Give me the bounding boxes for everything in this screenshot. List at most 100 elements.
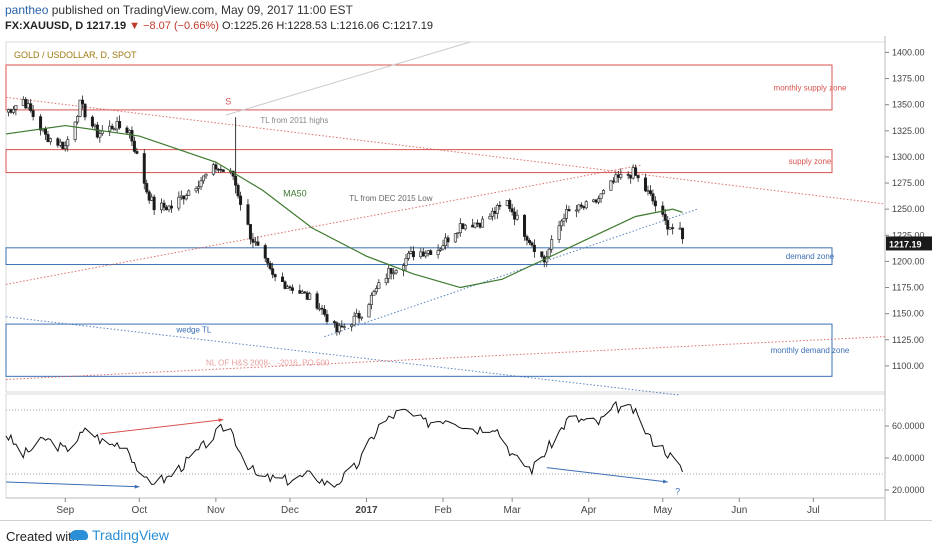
candle-body xyxy=(177,196,181,209)
tradingview-brand: TradingView xyxy=(92,527,170,543)
candle-body xyxy=(184,195,188,200)
candle-body xyxy=(525,236,529,241)
candle-body xyxy=(320,307,324,310)
candle-body xyxy=(394,270,398,274)
price-tick-label: 1125.00 xyxy=(892,335,924,345)
candle-body xyxy=(594,199,598,203)
candle-body xyxy=(303,291,307,294)
candle-body xyxy=(342,326,346,328)
candle-body xyxy=(513,211,517,220)
candle-body xyxy=(145,183,149,193)
candle-body xyxy=(93,124,97,127)
candle-body xyxy=(636,175,640,179)
candle-body xyxy=(490,210,494,217)
candle-body xyxy=(523,214,527,237)
candle-body xyxy=(187,190,191,196)
candle-body xyxy=(76,116,80,123)
candle-body xyxy=(530,242,534,246)
candle-body xyxy=(251,238,255,243)
candle-body xyxy=(6,109,10,113)
candle-body xyxy=(421,251,425,257)
zone-box-0 xyxy=(5,64,833,111)
candle-body xyxy=(21,99,25,106)
candle-body xyxy=(592,199,596,202)
candle-body xyxy=(582,206,586,209)
candle-body xyxy=(574,209,578,212)
candle-body xyxy=(461,223,465,230)
candle-body xyxy=(281,276,285,283)
candle-body xyxy=(419,251,423,258)
candle-body xyxy=(182,195,186,200)
last-price: 1217.19 xyxy=(86,20,127,32)
indicator-arrow-2 xyxy=(546,467,668,483)
candle-body xyxy=(508,200,512,209)
trendline-label-3: wedge TL xyxy=(175,326,212,335)
price-tick-label: 1250.00 xyxy=(892,204,925,214)
candle-body xyxy=(48,138,52,143)
candle-body xyxy=(387,268,391,279)
candle-body xyxy=(562,218,566,222)
candle-body xyxy=(360,316,364,319)
trendline-0 xyxy=(5,96,886,205)
candle-body xyxy=(439,248,443,251)
candle-body xyxy=(493,210,497,214)
price-tick-label: 1200.00 xyxy=(892,256,925,266)
price-chart[interactable]: GOLD / USDOLLAR, D, SPOT monthly supply z… xyxy=(0,36,932,520)
candle-body xyxy=(355,313,359,317)
candle-body xyxy=(409,251,413,254)
candle-body xyxy=(315,293,319,309)
candle-body xyxy=(547,248,551,258)
candle-body xyxy=(24,99,28,109)
candle-body xyxy=(14,105,18,110)
candle-body xyxy=(626,174,630,176)
candle-body xyxy=(147,191,151,201)
candle-body xyxy=(285,286,289,289)
candle-body xyxy=(443,237,448,246)
candle-body xyxy=(473,222,477,228)
candle-body xyxy=(429,250,433,255)
candle-body xyxy=(273,274,277,278)
cloud-icon xyxy=(70,530,88,540)
chart-title: GOLD / USDOLLAR, D, SPOT xyxy=(14,50,137,60)
candle-body xyxy=(211,164,215,175)
ma50-line xyxy=(5,124,683,289)
candle-body xyxy=(236,184,240,197)
candle-body xyxy=(56,138,60,146)
price-tick-label: 1300.00 xyxy=(892,152,925,162)
symbol-name: FX:XAUUSD, D xyxy=(5,20,84,32)
candle-body xyxy=(110,125,114,130)
candle-body xyxy=(515,214,519,220)
candle-body xyxy=(266,257,270,264)
zone-label-0: monthly supply zone xyxy=(774,83,847,92)
trendline-label-0: TL from 2011 highs xyxy=(260,116,328,125)
candle-body xyxy=(653,200,657,207)
price-change: ▼ −8.07 (−0.66%) xyxy=(129,20,219,32)
candle-body xyxy=(132,140,136,152)
candle-body xyxy=(564,209,568,219)
symbol-legend: FX:XAUUSD, D 1217.19 ▼ −8.07 (−0.66%) O:… xyxy=(5,20,433,32)
candle-body xyxy=(540,251,544,257)
candle-body xyxy=(510,208,514,213)
candle-body xyxy=(392,272,396,275)
candle-body xyxy=(43,128,48,135)
author-link[interactable]: pantheo xyxy=(5,3,49,17)
candle-body xyxy=(305,292,309,300)
candle-body xyxy=(167,205,171,211)
indicator-arrow-0 xyxy=(5,481,140,488)
created-with-label: Created with xyxy=(6,529,79,544)
candle-body xyxy=(646,190,650,192)
candle-body xyxy=(678,227,682,230)
candle-body xyxy=(377,282,381,289)
candle-body xyxy=(290,287,294,291)
zone-label-2: demand zone xyxy=(786,252,835,261)
candle-body xyxy=(384,278,388,283)
candle-body xyxy=(300,291,304,294)
indicator-tick-label: 60.0000 xyxy=(892,421,925,431)
candle-body xyxy=(125,127,129,134)
open-value: O:1225.26 xyxy=(221,20,274,32)
candle-body xyxy=(666,220,670,230)
candle-body xyxy=(616,174,620,178)
candle-body xyxy=(668,227,672,230)
candle-body xyxy=(81,99,85,105)
tradingview-logo[interactable]: TradingView xyxy=(70,527,169,543)
